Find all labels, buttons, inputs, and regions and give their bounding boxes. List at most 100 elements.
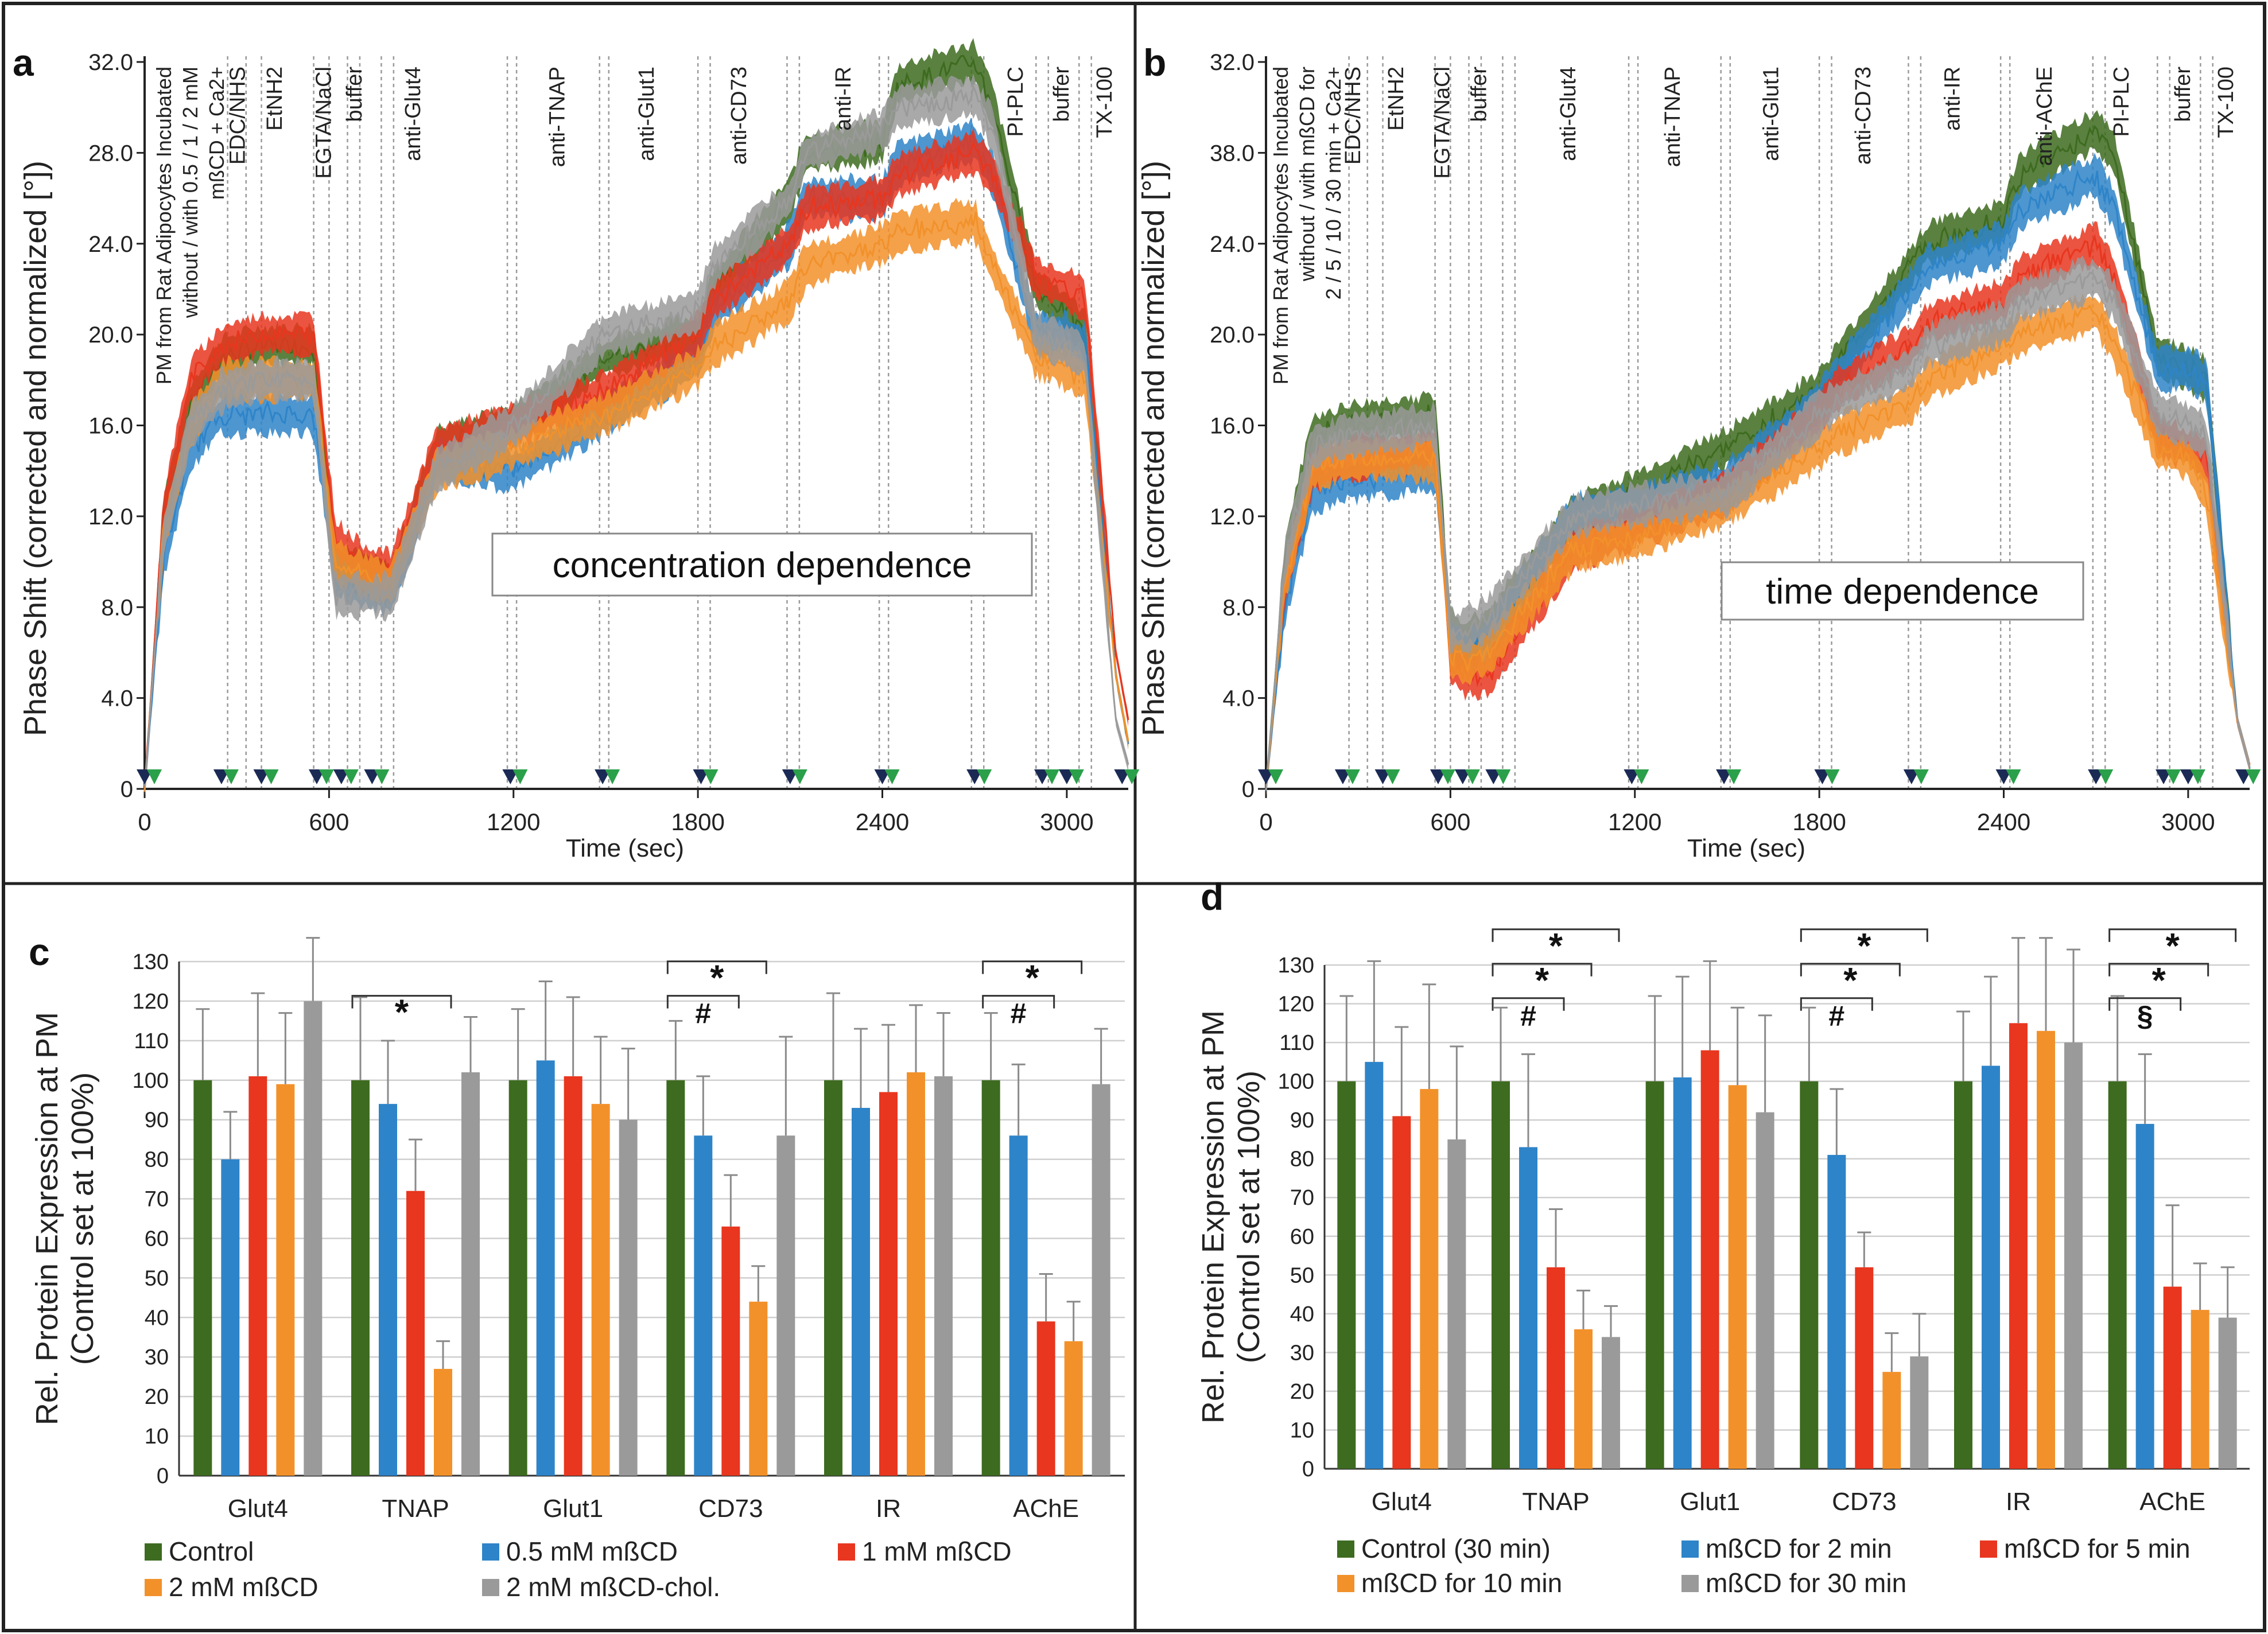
event-marker-dark bbox=[1034, 769, 1051, 784]
y-tick-label: 32.0 bbox=[88, 50, 133, 75]
y-tick-label: 28.0 bbox=[88, 141, 133, 166]
legend-swatch bbox=[1337, 1540, 1354, 1558]
bar bbox=[193, 1080, 212, 1476]
category-label: TNAP bbox=[1522, 1488, 1589, 1516]
significance-symbol: * bbox=[2166, 927, 2180, 966]
event-marker-dark bbox=[308, 769, 325, 784]
event-marker-dark bbox=[966, 769, 983, 784]
significance-bracket bbox=[1492, 997, 1565, 1011]
event-marker-dark bbox=[1454, 769, 1471, 784]
y-tick-label: 32.0 bbox=[1210, 50, 1255, 75]
bar bbox=[1700, 1050, 1719, 1469]
label-box bbox=[491, 532, 1033, 597]
significance-symbol: § bbox=[2137, 1000, 2153, 1032]
legend-swatch bbox=[1681, 1575, 1699, 1592]
y-tick-label: 50 bbox=[145, 1266, 169, 1290]
bar bbox=[1954, 1081, 1972, 1469]
bar bbox=[1645, 1081, 1664, 1469]
event-marker-green bbox=[1726, 769, 1742, 784]
legend-label: 2 mM mßCD-chol. bbox=[506, 1572, 720, 1602]
bar bbox=[434, 1368, 452, 1476]
legend-label: 0.5 mM mßCD bbox=[506, 1536, 678, 1566]
legend-label: 2 mM mßCD bbox=[169, 1572, 319, 1602]
legend-swatch bbox=[145, 1579, 162, 1596]
y-tick-label: 70 bbox=[1290, 1186, 1314, 1210]
step-label: anti-Glut1 bbox=[635, 67, 659, 161]
y-tick-label: 120 bbox=[1278, 993, 1314, 1017]
series-line-4 bbox=[1265, 271, 2251, 790]
event-marker-green bbox=[223, 769, 239, 784]
significance-bracket bbox=[2108, 997, 2182, 1011]
bar bbox=[1910, 1356, 1929, 1469]
event-marker-green bbox=[343, 769, 359, 784]
y-tick-label: 20 bbox=[145, 1385, 169, 1409]
significance-symbol: * bbox=[1026, 959, 1040, 998]
significance-symbol: # bbox=[695, 998, 711, 1030]
category-label: IR bbox=[2006, 1488, 2031, 1516]
event-marker-green bbox=[605, 769, 620, 784]
legend-label: 1 mM mßCD bbox=[862, 1536, 1012, 1566]
event-marker-dark bbox=[782, 769, 798, 784]
significance-symbol: * bbox=[1857, 927, 1871, 966]
event-marker-dark bbox=[1374, 769, 1391, 784]
y-tick-label: 130 bbox=[1278, 954, 1314, 978]
event-marker-green bbox=[1824, 769, 1840, 784]
panel-letter: b bbox=[1143, 41, 1166, 84]
legend-label: Control bbox=[169, 1536, 254, 1566]
legend-swatch bbox=[1681, 1540, 1699, 1558]
x-tick-label: 1200 bbox=[487, 808, 540, 835]
event-marker-green bbox=[1913, 769, 1929, 784]
legend-swatch bbox=[145, 1543, 162, 1561]
legend-label: mßCD for 5 min bbox=[2004, 1534, 2191, 1563]
legend-line: PM from Rat Adipocytes Incubated bbox=[152, 67, 176, 384]
step-label: anti-IR bbox=[1940, 67, 1964, 131]
event-marker-dark bbox=[1258, 769, 1274, 784]
y-tick-label: 30 bbox=[1290, 1341, 1314, 1365]
event-marker-dark bbox=[874, 769, 891, 784]
bar bbox=[852, 1108, 870, 1476]
series-line-2 bbox=[143, 140, 1129, 791]
legend-line: without / with mßCD for bbox=[1295, 67, 1319, 282]
significance-symbol: * bbox=[1549, 927, 1563, 966]
y-tick-label: 110 bbox=[134, 1029, 169, 1053]
event-marker-dark bbox=[693, 769, 709, 784]
bar bbox=[461, 1072, 480, 1476]
y-tick-label: 30 bbox=[145, 1345, 169, 1370]
panel-d-barchart: d 0 10 20 30 40 50 60 70 80 90 100 110 120 130 Rel. Pro… bbox=[1196, 876, 2250, 1598]
event-marker-dark bbox=[1058, 769, 1075, 784]
significance-bracket bbox=[1800, 963, 1901, 976]
y-tick-label: 40 bbox=[1290, 1302, 1314, 1326]
event-marker-green bbox=[374, 769, 390, 784]
y-tick-label: 0 bbox=[1302, 1457, 1314, 1481]
event-marker-green bbox=[263, 769, 279, 784]
y-tick-label: 0 bbox=[157, 1464, 169, 1488]
bar bbox=[1882, 1372, 1901, 1469]
event-marker-green bbox=[147, 769, 162, 784]
y-axis-label: (Control set at 100%) bbox=[1232, 1071, 1266, 1363]
bar bbox=[1036, 1321, 1055, 1476]
y-tick-label: 38.0 bbox=[1210, 141, 1255, 166]
y-tick-label: 100 bbox=[133, 1069, 169, 1093]
legend-swatch bbox=[1980, 1540, 1997, 1558]
y-tick-label: 12.0 bbox=[1210, 504, 1255, 530]
bar bbox=[2218, 1317, 2237, 1469]
bar bbox=[508, 1080, 527, 1476]
legend-swatch bbox=[482, 1579, 499, 1596]
significance-bracket bbox=[666, 995, 740, 1009]
bar bbox=[536, 1060, 555, 1476]
bar bbox=[1365, 1061, 1384, 1469]
significance-symbol: * bbox=[710, 959, 724, 998]
event-marker-dark bbox=[213, 769, 230, 784]
bar bbox=[1728, 1085, 1747, 1469]
bar bbox=[1547, 1267, 1565, 1469]
significance-bracket bbox=[351, 995, 452, 1009]
significance-bracket bbox=[1492, 928, 1620, 942]
event-marker-dark bbox=[137, 769, 153, 784]
significance-symbol: * bbox=[1535, 961, 1549, 1001]
y-tick-label: 60 bbox=[1290, 1225, 1314, 1249]
y-tick-label: 8.0 bbox=[1222, 595, 1255, 620]
panel-b-timecourse: b 0 4.0 8.0 12.0 16.0 20.0 24.0 38.0 32.0 0 600 1200… bbox=[1136, 41, 2261, 862]
bar bbox=[1800, 1081, 1819, 1469]
step-label: TX-100 bbox=[2214, 67, 2238, 138]
